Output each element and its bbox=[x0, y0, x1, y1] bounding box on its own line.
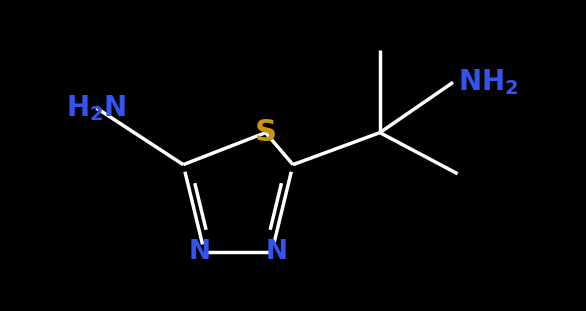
Text: N: N bbox=[189, 239, 211, 265]
Text: S: S bbox=[254, 118, 277, 147]
Text: N: N bbox=[265, 239, 288, 265]
Text: $\mathregular{NH_2}$: $\mathregular{NH_2}$ bbox=[458, 67, 518, 97]
Text: $\mathregular{H_2N}$: $\mathregular{H_2N}$ bbox=[66, 93, 127, 123]
